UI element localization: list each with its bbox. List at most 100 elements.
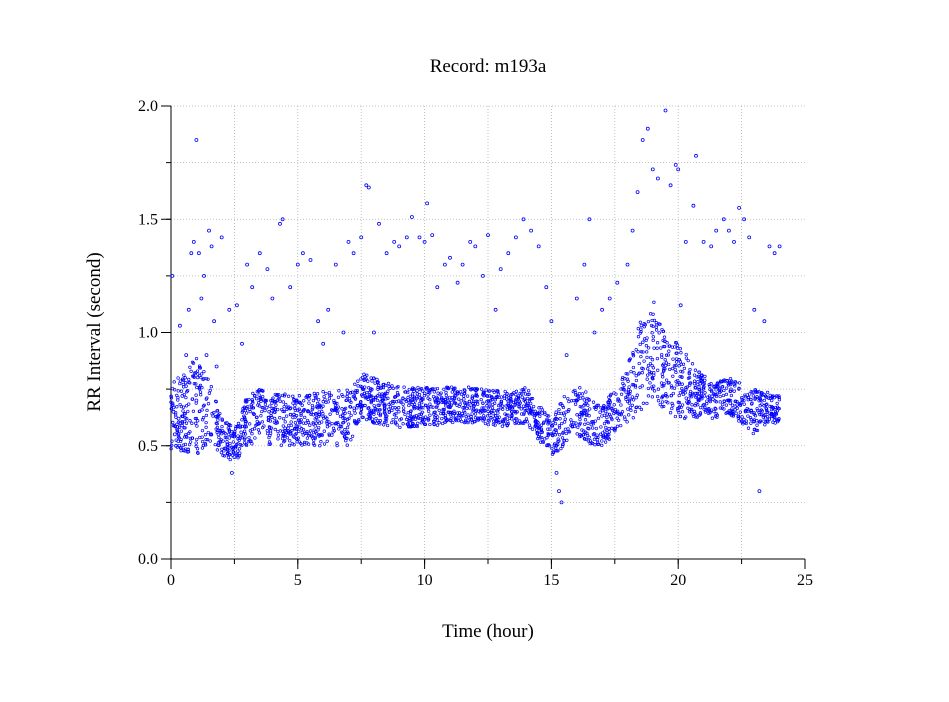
data-point	[214, 364, 219, 369]
data-point	[764, 420, 768, 424]
data-point	[713, 406, 717, 410]
data-point	[697, 388, 702, 392]
data-point	[186, 307, 191, 312]
data-point	[532, 415, 537, 419]
data-point	[318, 444, 322, 448]
data-point	[345, 417, 350, 422]
data-point	[171, 409, 176, 414]
data-point	[321, 341, 326, 346]
data-point	[757, 489, 762, 494]
data-point	[335, 443, 339, 448]
data-point	[311, 398, 316, 403]
data-point	[319, 440, 323, 444]
data-point	[188, 430, 192, 434]
data-point	[606, 436, 610, 440]
data-point	[325, 420, 329, 424]
data-point	[650, 331, 654, 335]
data-point	[509, 393, 513, 397]
data-point	[650, 395, 655, 399]
data-point	[513, 398, 518, 402]
data-point	[190, 421, 194, 425]
data-point	[220, 447, 224, 451]
data-point	[203, 442, 208, 446]
data-point	[200, 372, 204, 376]
data-point	[637, 361, 641, 366]
data-point	[273, 392, 277, 397]
data-point	[322, 442, 327, 446]
data-point	[305, 436, 310, 440]
data-point	[562, 394, 566, 399]
data-point	[274, 421, 278, 426]
data-point	[678, 347, 682, 351]
data-point	[236, 456, 240, 460]
data-point	[646, 367, 650, 371]
data-point	[215, 415, 219, 420]
data-point	[265, 267, 270, 272]
data-point	[265, 429, 269, 433]
data-point	[553, 442, 557, 446]
data-point	[355, 390, 359, 395]
data-point	[187, 380, 191, 385]
data-point	[377, 403, 381, 407]
data-point	[777, 398, 782, 402]
data-point	[323, 397, 327, 402]
data-point	[615, 424, 620, 428]
data-point	[288, 407, 292, 411]
data-point	[343, 416, 347, 421]
data-point	[217, 415, 221, 419]
data-point	[222, 449, 226, 453]
data-point	[372, 376, 376, 380]
data-point	[468, 406, 472, 410]
data-point	[327, 390, 332, 395]
data-point	[508, 406, 512, 410]
data-point	[610, 426, 614, 430]
data-point	[186, 450, 191, 454]
data-point	[333, 401, 337, 405]
data-point	[375, 398, 380, 403]
data-point	[377, 408, 381, 412]
data-point	[480, 409, 484, 413]
data-point	[284, 414, 289, 418]
data-point	[529, 228, 533, 233]
data-point	[718, 394, 722, 399]
data-point	[546, 442, 551, 447]
data-point	[338, 424, 343, 428]
data-point	[663, 367, 667, 371]
data-point	[169, 396, 174, 400]
data-point	[629, 408, 633, 413]
data-point	[349, 438, 353, 442]
data-point	[444, 397, 448, 401]
data-point	[344, 436, 348, 441]
data-point	[670, 406, 674, 411]
data-point	[718, 379, 723, 383]
data-point	[235, 425, 240, 429]
data-point	[417, 393, 422, 397]
data-point	[769, 413, 773, 417]
data-point	[564, 353, 569, 358]
data-point	[443, 416, 447, 420]
data-point	[325, 425, 330, 429]
data-point	[312, 430, 316, 435]
data-point	[289, 406, 293, 410]
data-point	[668, 367, 672, 372]
data-point	[560, 436, 565, 440]
data-point	[343, 428, 347, 432]
data-point	[406, 398, 410, 402]
y-tick-label: 0.5	[138, 438, 158, 455]
data-point	[519, 421, 523, 425]
data-point	[634, 378, 639, 383]
data-point	[170, 443, 174, 448]
data-point	[717, 382, 721, 386]
data-point	[435, 423, 440, 427]
data-point	[452, 401, 457, 405]
data-point	[608, 398, 612, 403]
data-point	[313, 435, 317, 440]
data-point	[225, 448, 230, 452]
data-point	[397, 399, 401, 403]
data-point	[385, 391, 389, 396]
data-point	[306, 409, 311, 414]
data-point	[182, 385, 186, 389]
data-point	[507, 416, 512, 421]
data-point	[304, 431, 308, 435]
data-point	[696, 399, 700, 403]
